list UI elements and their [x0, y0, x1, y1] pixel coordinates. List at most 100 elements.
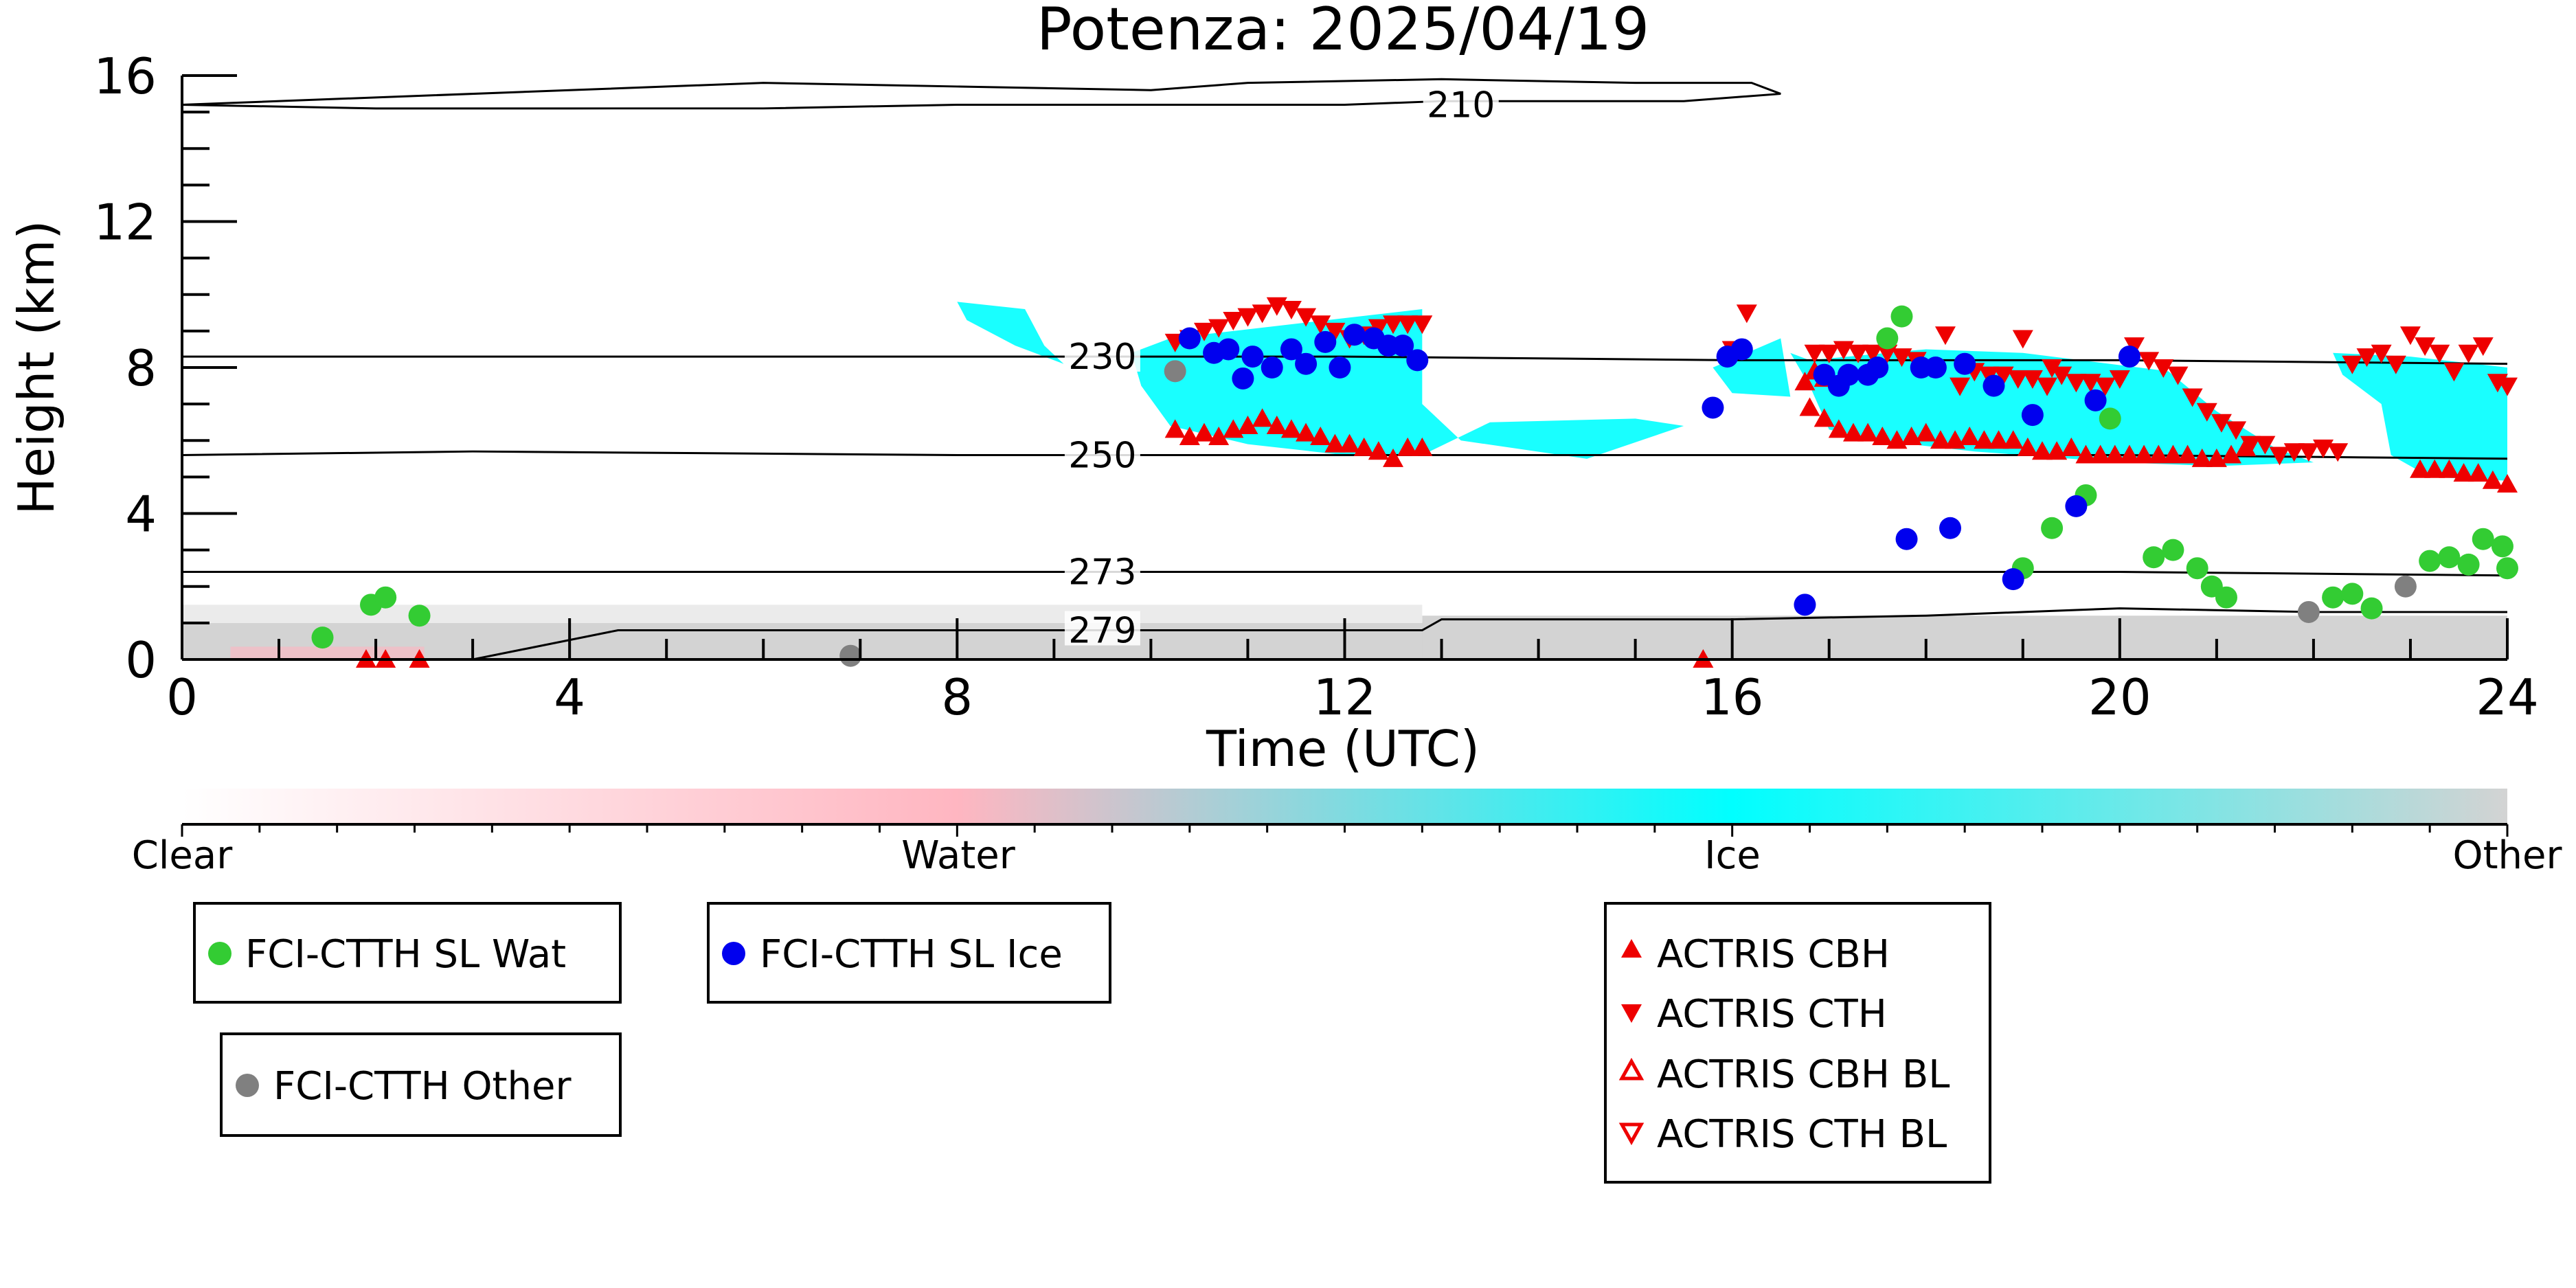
- point-actris-cth: [1397, 315, 1419, 335]
- legend-actris: ACTRIS CBH ACTRIS CTH ACTRIS CBH BL ACTR…: [1604, 902, 1991, 1184]
- point-actris-cbh: [2221, 444, 2242, 464]
- point-actris-cth: [2153, 359, 2174, 378]
- point-fci-ctth-sl-ice: [1261, 357, 1283, 379]
- point-actris-cbh: [2439, 459, 2460, 478]
- point-fci-ctth-sl-wat: [374, 586, 397, 609]
- point-actris-cbh: [1296, 422, 1317, 442]
- point-actris-cth: [1412, 315, 1433, 335]
- point-actris-cbh: [1959, 426, 1980, 445]
- point-fci-ctth-sl-ice: [2118, 346, 2140, 368]
- point-fci-ctth-sl-ice: [2002, 568, 2024, 591]
- point-actris-cbh: [2119, 444, 2140, 464]
- point-actris-cth: [2012, 330, 2033, 349]
- legend-label-wat: FCI-CTTH SL Wat: [245, 932, 566, 977]
- point-actris-cbh: [1310, 426, 1331, 445]
- point-actris-cbh: [1974, 430, 1995, 449]
- legend-label-cbh: ACTRIS CBH: [1657, 932, 1890, 977]
- point-fci-ctth-sl-ice: [1392, 335, 1414, 357]
- x-tick-label: 4: [554, 668, 585, 726]
- point-actris-cth: [1252, 304, 1273, 324]
- point-actris-cth: [2458, 344, 2479, 363]
- point-actris-cbh: [1164, 419, 1186, 438]
- point-actris-cth: [2399, 326, 2421, 346]
- y-tick-label: 0: [125, 631, 157, 689]
- point-fci-ctth-sl-wat: [1876, 327, 1899, 350]
- point-actris-cbh: [2134, 444, 2155, 464]
- point-actris-cbh: [1324, 433, 1346, 453]
- contour-label-bg: [1064, 611, 1140, 646]
- point-actris-cbh: [2482, 470, 2503, 489]
- point-fci-ctth-sl-wat: [2341, 583, 2364, 605]
- point-actris-cth: [1736, 304, 1757, 324]
- legend-box: [707, 902, 1111, 1004]
- point-fci-ctth-sl-ice: [1730, 338, 1753, 361]
- point-actris-cth: [2138, 352, 2160, 371]
- point-actris-cth: [2051, 366, 2072, 385]
- point-actris-cbh: [1252, 408, 1273, 427]
- colorbar-label-ice: Ice: [1704, 833, 1761, 878]
- point-actris-cbh: [2410, 459, 2431, 478]
- point-actris-cbh: [2424, 459, 2445, 478]
- point-actris-cth: [1383, 315, 1404, 335]
- cloud-classification-field: [182, 302, 2507, 659]
- point-actris-cth: [2042, 359, 2063, 378]
- contour-line-279: [472, 607, 2507, 659]
- point-fci-ctth-sl-wat: [2215, 586, 2237, 609]
- point-fci-ctth-sl-ice: [1280, 338, 1302, 361]
- point-fci-ctth-sl-ice: [1314, 330, 1337, 353]
- point-actris-cth: [2356, 348, 2377, 368]
- point-fci-ctth-sl-ice: [1866, 357, 1889, 379]
- point-actris-cbh: [2467, 463, 2489, 482]
- chart-title: Potenza: 2025/04/19: [1037, 0, 1649, 64]
- legend-marker-cbh-bl: [1618, 1057, 1645, 1081]
- legend-sl-wat: FCI-CTTH SL Wat: [193, 902, 622, 1004]
- point-actris-cbh: [2017, 437, 2038, 456]
- legend-label-other: FCI-CTTH Other: [273, 1064, 572, 1109]
- point-fci-ctth-other: [839, 644, 862, 667]
- legend-marker-cth: [1621, 1004, 1642, 1023]
- point-actris-cth: [1804, 344, 1825, 363]
- ice-class-region: [2333, 352, 2507, 481]
- point-actris-cbh: [1799, 397, 1820, 416]
- water-class-region: [230, 646, 425, 659]
- point-fci-ctth-other: [2394, 575, 2417, 598]
- x-axis-label: Time (UTC): [1206, 720, 1480, 778]
- point-actris-cth: [2497, 377, 2518, 396]
- contour-label: 250: [1068, 436, 1136, 477]
- point-fci-ctth-sl-wat: [2099, 407, 2121, 430]
- point-actris-cbh: [2002, 430, 2024, 449]
- point-actris-cbh: [1872, 426, 1893, 445]
- point-fci-ctth-sl-wat: [2419, 550, 2441, 572]
- point-actris-cth: [2211, 414, 2232, 433]
- point-actris-cbh: [1842, 422, 1864, 442]
- point-actris-cbh: [1383, 448, 1404, 467]
- point-fci-ctth-sl-ice: [2021, 404, 2044, 427]
- point-fci-ctth-sl-ice: [2065, 495, 2088, 517]
- point-actris-cbh: [1208, 426, 1230, 445]
- data-markers: [311, 297, 2518, 668]
- axis-ticks: 0 4 8 12 16 20 24 0 4 8 12 16: [93, 47, 2538, 726]
- point-actris-cth: [1862, 344, 1884, 363]
- point-actris-cbh: [2061, 437, 2082, 456]
- legend-marker-other: [236, 1074, 259, 1097]
- point-actris-cth: [2385, 355, 2406, 374]
- y-axis-label: Height (km): [8, 221, 65, 515]
- point-actris-cth: [2255, 436, 2276, 455]
- y-tick-label: 8: [125, 339, 157, 397]
- point-actris-cbh: [1828, 419, 1849, 438]
- contour-label: 210: [1427, 85, 1495, 126]
- point-fci-ctth-sl-ice: [1895, 528, 1918, 550]
- colorbar-gradient: [182, 789, 2507, 824]
- point-fci-ctth-sl-wat: [2322, 586, 2345, 609]
- point-fci-ctth-sl-wat: [2162, 539, 2184, 561]
- ice-class-region: [1131, 309, 1684, 459]
- x-tick-label: 0: [166, 668, 198, 726]
- x-tick-label: 24: [2476, 668, 2539, 726]
- point-fci-ctth-sl-wat: [311, 626, 334, 649]
- point-actris-cbh: [2032, 441, 2053, 460]
- point-actris-cth: [2094, 377, 2116, 396]
- other-class-layer: [1422, 615, 2507, 659]
- point-actris-cbh: [1237, 416, 1258, 434]
- point-actris-cbh: [2075, 444, 2097, 464]
- colorbar-label-clear: Clear: [132, 833, 233, 878]
